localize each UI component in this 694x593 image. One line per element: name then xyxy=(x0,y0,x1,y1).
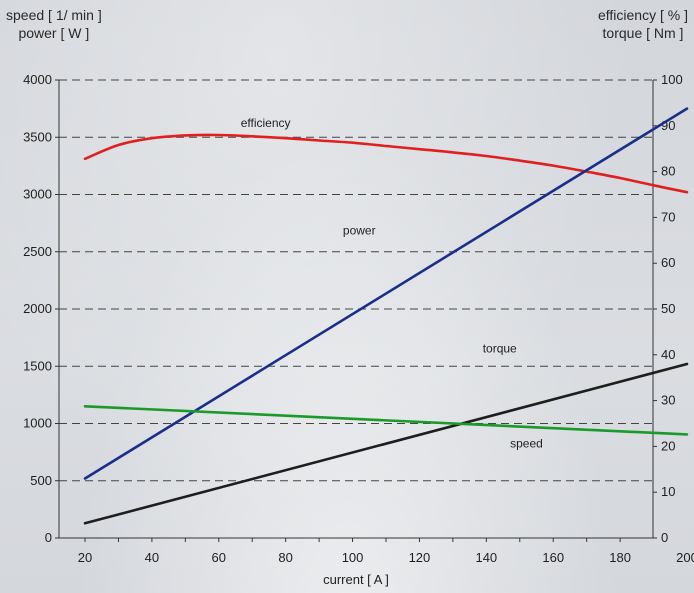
right-tick-label-50: 50 xyxy=(661,301,675,316)
efficiency-label: efficiency xyxy=(241,116,291,130)
power-axis-label: power [ W ] xyxy=(18,25,90,41)
speed-label: speed xyxy=(510,437,543,451)
right-tick-label-10: 10 xyxy=(661,484,675,499)
x-tick-label-20: 20 xyxy=(78,550,92,565)
x-tick-label-60: 60 xyxy=(212,550,226,565)
x-tick-label-160: 160 xyxy=(542,550,564,565)
left-tick-label-1000: 1000 xyxy=(23,416,52,431)
left-tick-label-1500: 1500 xyxy=(23,358,52,373)
left-tick-label-3500: 3500 xyxy=(23,129,52,144)
power-label: power xyxy=(343,224,376,238)
x-tick-label-40: 40 xyxy=(145,550,159,565)
speed-axis-label: speed [ 1/ min ] xyxy=(6,7,102,23)
left-tick-label-500: 500 xyxy=(30,473,52,488)
x-axis-label: current [ A ] xyxy=(323,572,389,587)
axes xyxy=(58,80,654,539)
left-axis-title: speed [ 1/ min ] power [ W ] xyxy=(6,6,102,42)
torque-axis-label: torque [ Nm ] xyxy=(602,25,684,41)
x-tick-label-180: 180 xyxy=(609,550,631,565)
gridlines xyxy=(59,79,653,482)
x-tick-label-100: 100 xyxy=(342,550,364,565)
left-tick-label-4000: 4000 xyxy=(23,72,52,87)
left-tick-label-0: 0 xyxy=(45,530,52,545)
right-tick-label-40: 40 xyxy=(661,347,675,362)
torque-label: torque xyxy=(483,342,517,356)
left-tick-label-2000: 2000 xyxy=(23,301,52,316)
right-tick-label-70: 70 xyxy=(661,209,675,224)
power-line xyxy=(83,107,689,480)
right-tick-label-60: 60 xyxy=(661,255,675,270)
torque-line xyxy=(83,362,689,525)
right-axis-title: efficiency [ % ] torque [ Nm ] xyxy=(598,6,688,42)
x-tick-label-200: 200 xyxy=(676,550,694,565)
right-tick-label-20: 20 xyxy=(661,438,675,453)
series-labels: efficiency power torque speed xyxy=(241,116,543,451)
right-tick-label-80: 80 xyxy=(661,164,675,179)
right-tick-label-100: 100 xyxy=(661,72,683,87)
tick-labels: 0 500 1000 1500 2000 2500 3000 3500 4000 0 10 20 30 4… xyxy=(23,72,694,565)
x-tick-label-80: 80 xyxy=(278,550,292,565)
efficiency-axis-label: efficiency [ % ] xyxy=(597,7,688,23)
right-tick-label-30: 30 xyxy=(661,393,675,408)
x-tick-label-140: 140 xyxy=(475,550,497,565)
series-lines xyxy=(83,107,689,525)
left-tick-label-2500: 2500 xyxy=(23,244,52,259)
x-tick-label-120: 120 xyxy=(409,550,431,565)
speed-line xyxy=(83,405,689,436)
left-tick-label-3000: 3000 xyxy=(23,187,52,202)
right-tick-label-0: 0 xyxy=(661,530,668,545)
